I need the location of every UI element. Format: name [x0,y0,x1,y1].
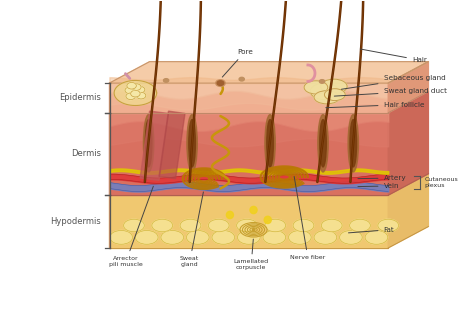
Ellipse shape [180,219,201,232]
Ellipse shape [209,219,229,232]
Circle shape [126,93,136,100]
Ellipse shape [263,230,286,244]
Ellipse shape [289,230,311,244]
Ellipse shape [152,219,173,232]
Polygon shape [388,62,428,113]
Polygon shape [140,111,168,180]
Circle shape [131,90,140,97]
Polygon shape [388,91,428,195]
Text: Hair: Hair [360,49,427,63]
Ellipse shape [161,230,183,244]
Circle shape [127,82,137,89]
Text: Artery: Artery [358,175,406,181]
Polygon shape [159,111,185,179]
Circle shape [216,80,225,86]
Text: Lamellated
corpuscle: Lamellated corpuscle [234,239,269,270]
Text: Hair follicle: Hair follicle [326,102,424,108]
Ellipse shape [237,230,260,244]
Ellipse shape [267,119,273,167]
Text: Cutaneous
plexus: Cutaneous plexus [425,177,458,188]
Ellipse shape [320,79,347,94]
Ellipse shape [146,119,152,167]
Text: Sweat
gland: Sweat gland [180,192,203,267]
Circle shape [217,81,224,85]
Ellipse shape [252,228,255,231]
Ellipse shape [227,211,234,218]
Polygon shape [109,195,388,248]
Ellipse shape [264,216,271,223]
Ellipse shape [293,219,314,232]
Circle shape [132,84,141,90]
Ellipse shape [314,91,339,104]
Ellipse shape [314,230,337,244]
Circle shape [319,80,325,83]
Ellipse shape [339,230,362,244]
Ellipse shape [144,115,154,172]
Text: Epidermis: Epidermis [59,93,101,102]
Text: Dermis: Dermis [71,150,101,159]
Ellipse shape [365,230,388,244]
Text: Sweat gland duct: Sweat gland duct [334,88,447,96]
Ellipse shape [321,219,342,232]
Ellipse shape [136,230,158,244]
Text: Fat: Fat [348,227,394,233]
Ellipse shape [318,115,328,172]
Ellipse shape [110,230,133,244]
Text: Vein: Vein [358,183,399,189]
Circle shape [136,86,145,93]
Ellipse shape [187,115,197,172]
Ellipse shape [350,119,356,167]
Ellipse shape [310,83,338,100]
Ellipse shape [237,219,257,232]
Ellipse shape [265,219,286,232]
Polygon shape [114,80,156,106]
Circle shape [164,79,169,82]
Circle shape [239,77,244,81]
Ellipse shape [189,119,195,167]
Ellipse shape [304,81,328,94]
Ellipse shape [265,115,275,172]
Polygon shape [109,113,388,195]
Ellipse shape [378,219,399,232]
Ellipse shape [324,89,345,101]
Ellipse shape [319,119,326,167]
Circle shape [137,92,146,99]
Polygon shape [109,62,428,83]
Polygon shape [388,174,428,248]
Polygon shape [388,62,428,83]
Text: Pore: Pore [222,49,253,77]
Ellipse shape [250,206,257,213]
Ellipse shape [350,219,370,232]
Text: Arrector
pili muscle: Arrector pili muscle [109,186,154,267]
FancyArrowPatch shape [126,73,130,78]
Text: Sebaceous gland: Sebaceous gland [341,75,445,89]
Circle shape [125,87,135,94]
Text: Nerve fiber: Nerve fiber [290,176,326,260]
Polygon shape [109,83,388,113]
Text: Hypodermis: Hypodermis [50,217,101,226]
Ellipse shape [348,115,358,172]
Ellipse shape [124,219,145,232]
Ellipse shape [212,230,235,244]
Ellipse shape [186,230,209,244]
